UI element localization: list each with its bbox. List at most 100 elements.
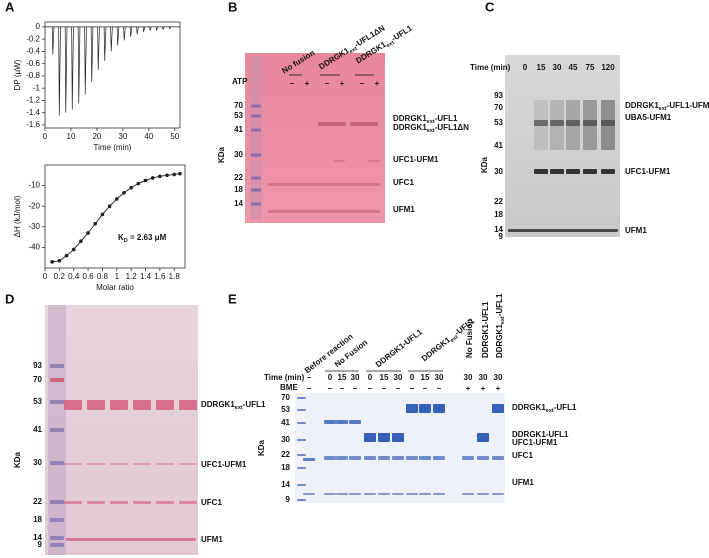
y-tick-label: -1.4 <box>26 108 40 117</box>
gel-band <box>336 493 348 495</box>
gel-band <box>251 202 261 206</box>
band-label-part: ext <box>427 119 435 125</box>
band-label: UFC1 <box>201 498 222 507</box>
data-point <box>122 191 126 195</box>
gel-band <box>550 169 564 174</box>
lane-label: No Fusion <box>465 319 474 358</box>
gel-band <box>492 493 504 495</box>
gel-band <box>392 493 404 495</box>
marker-label: 18 <box>234 185 243 194</box>
gel-band <box>492 404 504 413</box>
gel-band <box>550 120 564 126</box>
time-label: 30 <box>494 373 503 382</box>
x-tick-label: 0.8 <box>97 272 109 281</box>
y-tick-label: -40 <box>28 243 40 252</box>
marker-label: 53 <box>494 118 503 127</box>
gel-band <box>251 153 261 157</box>
gel-band <box>66 538 196 541</box>
injection-peak <box>162 26 165 31</box>
row-header: Time (min) <box>470 63 511 72</box>
panel-label: A <box>5 0 15 14</box>
injection-peak <box>71 26 74 110</box>
gel-band <box>406 404 418 413</box>
y-axis-label: DP (μW) <box>13 59 22 90</box>
data-point <box>158 174 162 179</box>
annotation: KD = 2.63 μM <box>118 233 167 244</box>
gel-band <box>566 120 580 126</box>
gel-band <box>179 463 197 465</box>
time-label: 0 <box>368 373 373 382</box>
gel-band <box>297 409 306 411</box>
lane-label-part: DDRGK1 <box>420 335 453 363</box>
injection-peak <box>168 26 172 30</box>
gel-band <box>50 400 64 404</box>
band-label-part: DDRGK1-UFL1 <box>512 430 569 439</box>
sign: – <box>360 79 365 88</box>
panel-label: D <box>5 291 14 306</box>
data-point <box>64 253 69 258</box>
gel-band <box>368 160 380 162</box>
x-axis-label: Time (min) <box>94 143 132 152</box>
gel-band <box>433 456 445 460</box>
y-tick-label: -20 <box>28 201 40 210</box>
data-point <box>100 212 105 217</box>
band-label: DDRGK1ext-UFL1 <box>201 400 266 411</box>
x-tick-label: 20 <box>92 132 101 141</box>
lane-label-part: No Fusion <box>465 319 474 358</box>
gel-d <box>45 305 198 555</box>
x-tick-label: 0 <box>43 272 48 281</box>
gel-band <box>297 484 306 486</box>
gel-band <box>534 169 548 174</box>
data-point <box>79 239 83 244</box>
gel-band <box>50 518 64 522</box>
gel-band <box>462 456 474 460</box>
time-label: 30 <box>351 373 360 382</box>
gel-band <box>364 493 376 495</box>
injection-peak <box>129 26 133 37</box>
marker-label: 22 <box>33 497 42 506</box>
lane-label-part: ext <box>349 46 359 55</box>
gel-band <box>378 456 390 460</box>
band-label-part: UFC1-UFM1 <box>625 167 671 176</box>
x-tick-label: 50 <box>170 132 179 141</box>
gel-band <box>419 404 431 413</box>
band-label-part: DDRGK1 <box>393 123 427 132</box>
row-header: ATP <box>232 77 248 86</box>
gel-band <box>251 114 261 118</box>
data-point <box>71 247 76 252</box>
gel-band <box>251 128 261 132</box>
gel-band <box>251 188 261 192</box>
y-tick-label: -1 <box>33 83 41 92</box>
marker-label: 22 <box>281 450 290 459</box>
time-label: – <box>307 373 312 382</box>
sign: – <box>368 384 373 393</box>
marker-label: 70 <box>281 393 290 402</box>
marker-label: 30 <box>33 458 42 467</box>
gel-band <box>601 120 615 126</box>
band-label-part: UFM1 <box>201 535 223 544</box>
y-tick-label: -0.6 <box>26 59 40 68</box>
gel-band <box>110 400 128 410</box>
gel-band <box>50 461 64 465</box>
annotation-part: D <box>124 238 128 244</box>
marker-label: 93 <box>33 361 42 370</box>
gel-band <box>110 463 128 465</box>
gel-band <box>349 493 361 495</box>
injection-peak <box>149 26 152 31</box>
sign: – <box>437 384 442 393</box>
gel-band <box>133 400 151 410</box>
time-label: 0 <box>410 373 415 382</box>
gel-band <box>433 404 445 413</box>
marker-label: 14 <box>234 199 243 208</box>
marker-label: 18 <box>281 463 290 472</box>
gel-band <box>297 467 306 469</box>
band-label-part: UFM1 <box>512 478 534 487</box>
x-tick-label: 1.6 <box>154 272 166 281</box>
band-label-part: UFM1 <box>393 205 415 214</box>
gel-band <box>324 456 336 460</box>
band-label-part: -UFL1 <box>243 400 266 409</box>
sign: – <box>396 384 401 393</box>
gel-band <box>336 420 348 424</box>
time-label: 45 <box>569 63 578 72</box>
